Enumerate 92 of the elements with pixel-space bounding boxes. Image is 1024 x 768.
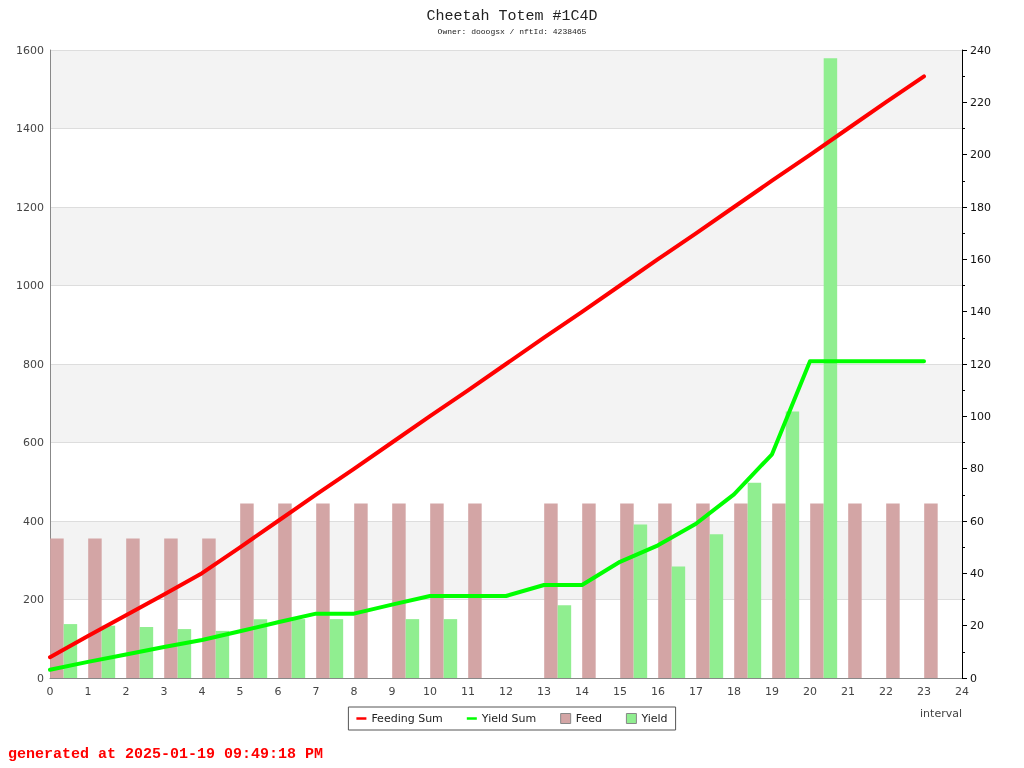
x-tick-label: 20	[803, 685, 817, 698]
bar	[544, 503, 558, 678]
text: generated at 2025-01-19 09:49:18 PM	[8, 746, 324, 763]
bar	[886, 503, 900, 678]
bar	[329, 619, 344, 678]
bar	[392, 503, 406, 678]
bar	[810, 503, 824, 678]
legend-label: Yield Sum	[480, 712, 537, 725]
y-tick-label: 1400	[16, 122, 44, 135]
x-tick-label: 17	[689, 685, 703, 698]
x-tick-label: 4	[198, 685, 206, 698]
bar	[772, 503, 786, 678]
x-tick-label: 8	[350, 685, 358, 698]
bar	[709, 534, 724, 678]
y2-tick-label: 100	[970, 409, 991, 423]
x-tick-label: 1	[84, 685, 92, 698]
x-tick-label: 24	[955, 685, 969, 698]
x-tick-label: 23	[917, 685, 931, 698]
bar	[354, 503, 368, 678]
x-tick-label: 15	[613, 685, 627, 698]
bar	[443, 619, 458, 678]
legend-label: Yield	[640, 712, 668, 725]
y-tick-label: 1600	[16, 43, 44, 57]
bar	[557, 605, 572, 678]
y-tick-label: 800	[23, 357, 44, 371]
y-tick-label: 1000	[16, 279, 44, 292]
bar	[316, 503, 330, 678]
chart-title: Cheetah Totem #1C4D	[426, 8, 598, 25]
y2-tick-label: 80	[970, 462, 984, 476]
y2-tick-label: 220	[970, 95, 991, 109]
x-tick-label: 0	[46, 685, 54, 698]
x-tick-label: 5	[236, 685, 244, 698]
y-tick-label: 400	[23, 514, 44, 528]
x-tick-label: 10	[423, 685, 437, 698]
chart-subtitle: Owner: dooogsx / nftId: 4238465	[437, 26, 587, 36]
legend-label: Feed	[575, 712, 602, 725]
y-tick-label: 0	[37, 671, 44, 685]
x-tick-label: 6	[274, 685, 282, 698]
x-tick-label: 2	[122, 685, 130, 698]
x-tick-label: 18	[727, 685, 741, 698]
bar	[88, 538, 102, 678]
bar	[785, 411, 800, 678]
x-tick-label: 9	[388, 685, 396, 698]
bar	[126, 538, 140, 678]
bar	[848, 503, 862, 678]
bar	[164, 538, 178, 678]
bar	[202, 538, 216, 678]
line-series	[48, 74, 926, 660]
y2-tick-label: 120	[970, 357, 991, 371]
bar	[582, 503, 596, 678]
y2-tick-label: 200	[970, 148, 991, 162]
bar	[291, 619, 306, 678]
bar	[734, 503, 748, 678]
y-tick-label: 200	[23, 593, 44, 606]
x-tick-label: 13	[537, 685, 551, 698]
bar	[671, 566, 686, 678]
bar	[696, 503, 710, 678]
y-tick-label: 1200	[16, 200, 44, 214]
bar	[620, 503, 634, 678]
y2-tick-label: 240	[970, 43, 991, 57]
x-tick-label: 22	[879, 685, 893, 698]
y2-tick-label: 140	[970, 305, 991, 319]
bar	[430, 503, 444, 678]
x-tick-label: 16	[651, 685, 665, 698]
line-series	[48, 359, 926, 672]
x-tick-label: 7	[312, 685, 320, 698]
bar	[924, 503, 938, 678]
y2-tick-label: 160	[970, 252, 991, 266]
bar	[50, 538, 64, 678]
x-tick-label: 12	[499, 685, 513, 698]
y-tick-label: 600	[23, 436, 44, 449]
bar	[823, 58, 838, 678]
y2-tick-label: 40	[970, 566, 984, 580]
bar	[468, 503, 482, 678]
bar	[278, 503, 292, 678]
y2-tick-label: 180	[970, 200, 991, 214]
bar	[240, 503, 254, 678]
x-tick-label: 3	[160, 685, 168, 698]
x-tick-label: 14	[575, 685, 589, 698]
x-axis-title: interval	[920, 707, 962, 720]
bar	[405, 619, 420, 678]
bar	[253, 619, 268, 678]
x-tick-label: 19	[765, 685, 779, 698]
y2-tick-label: 20	[970, 619, 984, 633]
bar	[747, 482, 762, 678]
legend-label: Feeding Sum	[371, 712, 443, 725]
bar	[658, 503, 672, 678]
x-tick-label: 11	[461, 685, 475, 698]
y2-tick-label: 60	[970, 514, 984, 528]
x-tick-label: 21	[841, 685, 855, 698]
y2-tick-label: 0	[970, 671, 977, 685]
bar	[633, 524, 648, 678]
